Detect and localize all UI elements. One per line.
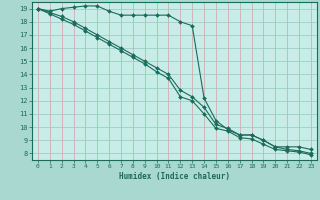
X-axis label: Humidex (Indice chaleur): Humidex (Indice chaleur): [119, 172, 230, 181]
